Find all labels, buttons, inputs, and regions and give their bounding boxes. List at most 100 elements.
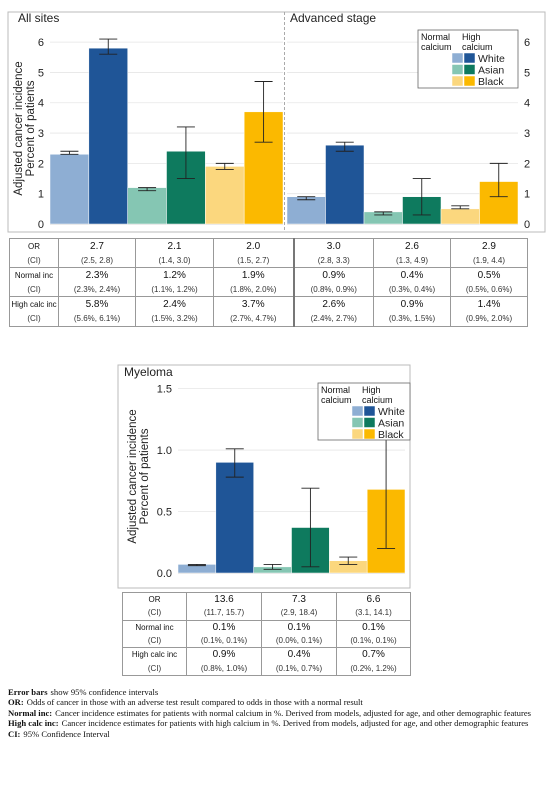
table-cell: (1.9, 4.4) — [450, 253, 528, 269]
table-cell: (CI) — [122, 661, 187, 676]
error-bar — [489, 162, 508, 198]
table-cell: 0.4% — [261, 647, 337, 662]
note-text: 95% Confidence Interval — [23, 728, 110, 739]
table-cell: 1.4% — [450, 296, 528, 312]
y-axis-label: Percent of patients — [25, 80, 37, 176]
table-cell: (2.5, 2.8) — [58, 253, 136, 269]
error-bar — [412, 178, 431, 216]
note: CI: 95% Confidence Interval — [8, 729, 542, 739]
table-cell: 13.6 — [186, 592, 262, 607]
table-cell: 0.9% — [373, 296, 451, 312]
error-bar — [254, 81, 273, 143]
y-tick-label: 5 — [38, 67, 44, 79]
table-cell: (0.8%, 0.9%) — [292, 282, 374, 298]
bar — [205, 166, 245, 225]
error-bar — [176, 126, 195, 179]
table-cell: 0.9% — [186, 647, 262, 662]
table-cell: 2.6% — [292, 296, 374, 312]
table-cell: (2.3%, 2.4%) — [58, 282, 136, 298]
table-row: (CI) (5.6%, 6.1%) (1.5%, 3.2%) (2.7%, 4.7%)… — [9, 311, 528, 327]
y-tick-label: 1.5 — [157, 384, 172, 396]
y-axis-label: Adjusted cancer incidence — [127, 409, 139, 543]
table-cell: (CI) — [122, 606, 187, 621]
y-tick-label: 4 — [38, 98, 44, 110]
legend-header: High calcium — [362, 385, 393, 405]
table-cell: (0.1%, 0.1%) — [336, 633, 411, 649]
y-tick-label: 0.5 — [157, 507, 172, 519]
error-bar — [339, 556, 358, 565]
table-cell: 3.7% — [213, 296, 294, 312]
table-cell: 1.9% — [213, 267, 294, 283]
note-text: show 95% confidence intervals — [50, 687, 159, 697]
y-tick-label: 2 — [524, 158, 530, 170]
bar — [286, 196, 326, 225]
table-cell: (0.2%, 1.2%) — [336, 661, 411, 676]
table-cell: (3.1, 14.1) — [336, 606, 411, 621]
note: Normal inc: Cancer incidence estimates fo… — [8, 708, 542, 718]
notes: Error bars show 95% confidence intervals O… — [8, 687, 542, 739]
note-term: CI: — [8, 728, 21, 739]
table-cell: (2.8, 3.3) — [292, 253, 374, 269]
table-cell: (1.3, 4.9) — [373, 253, 451, 269]
table-row: (CI) (2.3%, 2.4%) (1.1%, 1.2%) (1.8%, 2.0%)… — [9, 282, 528, 298]
note-term: High calc inc: — [8, 718, 59, 729]
legend-swatch — [451, 64, 464, 75]
table-cell: (1.8%, 2.0%) — [213, 282, 294, 298]
table-row: OR 2.7 2.1 2.0 3.0 2.6 2.9 — [9, 238, 528, 254]
myeloma-frame — [117, 364, 411, 589]
table-row: (CI) (0.1%, 0.1%) (0.0%, 0.1%) (0.1%, 0.1%) — [122, 633, 411, 649]
table-cell: High calc inc — [9, 296, 59, 312]
note-text: Odds of cancer in those with an adverse … — [26, 697, 363, 708]
table-cell: (CI) — [9, 253, 59, 269]
error-bar — [335, 141, 354, 152]
table-cell: 5.8% — [58, 296, 136, 312]
table-cell: 7.3 — [261, 592, 337, 607]
legend-swatch — [451, 75, 464, 87]
y-tick-label: 3 — [38, 128, 44, 140]
legend-swatch — [363, 417, 376, 428]
table-cell: (0.3%, 0.4%) — [373, 282, 451, 298]
y-tick-label: 1 — [38, 189, 44, 201]
y-tick-label: 2 — [38, 158, 44, 170]
y-tick-label: 6 — [524, 37, 530, 49]
error-bar — [451, 205, 470, 210]
error-bar — [297, 196, 316, 201]
table-cell: (0.3%, 1.5%) — [373, 311, 451, 327]
table-cell: 0.4% — [373, 267, 451, 283]
legend-label: Asian — [478, 65, 504, 77]
y-tick-label: 5 — [524, 67, 530, 79]
table-row: OR 13.6 7.3 6.6 — [122, 592, 411, 607]
bar — [440, 208, 480, 225]
table-cell: (1.1%, 1.2%) — [135, 282, 214, 298]
table-cell: (0.1%, 0.1%) — [186, 633, 262, 649]
table-cell: (11.7, 15.7) — [186, 606, 262, 621]
bar — [215, 462, 254, 574]
table-cell: 2.1 — [135, 238, 214, 254]
table-cell: (0.1%, 0.7%) — [261, 661, 337, 676]
panel-title: Advanced stage — [290, 11, 376, 25]
note-text: Cancer incidence estimates for patients … — [61, 718, 529, 729]
table-row: High calc inc 0.9% 0.4% 0.7% — [122, 647, 411, 662]
table-cell: 0.1% — [336, 619, 411, 634]
y-tick-label: 1 — [524, 189, 530, 201]
note: Error bars show 95% confidence intervals — [8, 687, 542, 697]
table-cell: 2.9 — [450, 238, 528, 254]
y-axis-label: Adjusted cancer incidence — [13, 61, 25, 195]
legend-header: Normal calcium — [321, 385, 352, 405]
legend-header: Normal calcium — [421, 32, 452, 52]
data-table: OR 13.6 7.3 6.6 (CI) (11.7, 15.7) (2.9, 18.4)(… — [122, 592, 411, 676]
error-bar — [225, 448, 244, 478]
y-tick-label: 0 — [524, 219, 530, 231]
legend-label: Black — [378, 429, 404, 441]
legend-swatch — [463, 64, 476, 75]
error-bar — [99, 38, 118, 55]
bar — [88, 47, 128, 225]
legend-swatch — [351, 405, 364, 417]
y-tick-label: 4 — [524, 98, 530, 110]
table-cell: 3.0 — [292, 238, 374, 254]
note-term: Error bars — [8, 687, 48, 697]
table-cell: (0.5%, 0.6%) — [450, 282, 528, 298]
table-cell: Normal inc — [9, 267, 59, 283]
